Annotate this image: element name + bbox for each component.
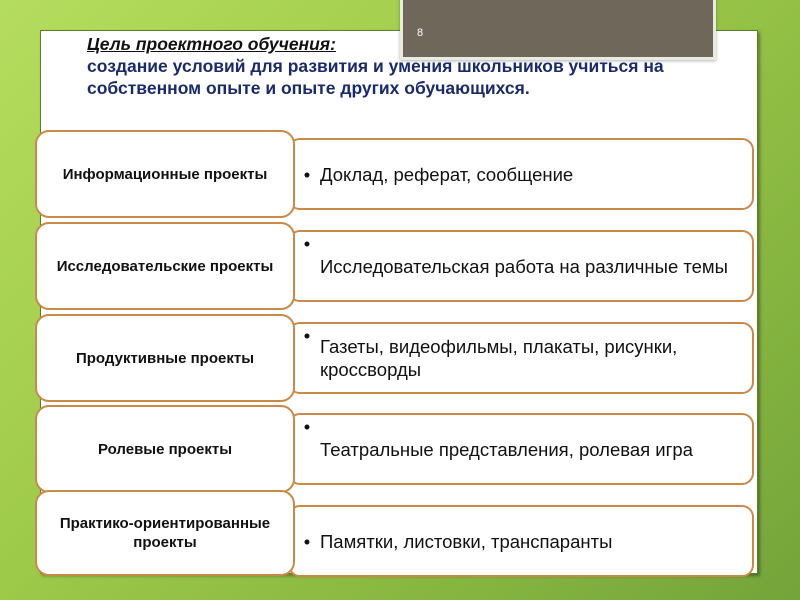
project-examples: • Газеты, видеофильмы, плакаты, рисунки, … [288, 322, 754, 394]
bullet: • [303, 416, 311, 437]
bullet: • [303, 233, 311, 254]
bullet: • [303, 530, 311, 552]
project-examples: • Исследовательская работа на различные т… [288, 230, 754, 302]
project-type: Ролевые проекты [35, 405, 295, 493]
examples-text: Памятки, листовки, транспаранты [320, 530, 613, 552]
bullet: • [303, 163, 311, 185]
project-type: Продуктивные проекты [35, 314, 295, 402]
project-type: Практико-ориентированные проекты [35, 490, 295, 576]
project-examples: • Памятки, листовки, транспаранты [288, 505, 754, 577]
project-examples: • Доклад, реферат, сообщение [288, 138, 754, 210]
project-examples: • Театральные представления, ролевая игра [288, 413, 754, 485]
examples-text: Исследовательская работа на различные те… [320, 255, 728, 277]
goal-label: Цель проектного обучения: [87, 34, 336, 54]
project-type: Информационные проекты [35, 130, 295, 218]
goal-text: создание условий для развития и умения ш… [87, 56, 664, 98]
slide-number-box: 8 [400, 0, 716, 60]
project-type: Исследовательские проекты [35, 222, 295, 310]
examples-text: Газеты, видеофильмы, плакаты, рисунки, к… [320, 336, 678, 380]
goal-block: Цель проектного обучения: создание услов… [87, 33, 707, 99]
slide-number: 8 [417, 27, 424, 39]
examples-text: Доклад, реферат, сообщение [320, 163, 574, 185]
bullet: • [303, 325, 311, 346]
examples-text: Театральные представления, ролевая игра [320, 438, 693, 460]
